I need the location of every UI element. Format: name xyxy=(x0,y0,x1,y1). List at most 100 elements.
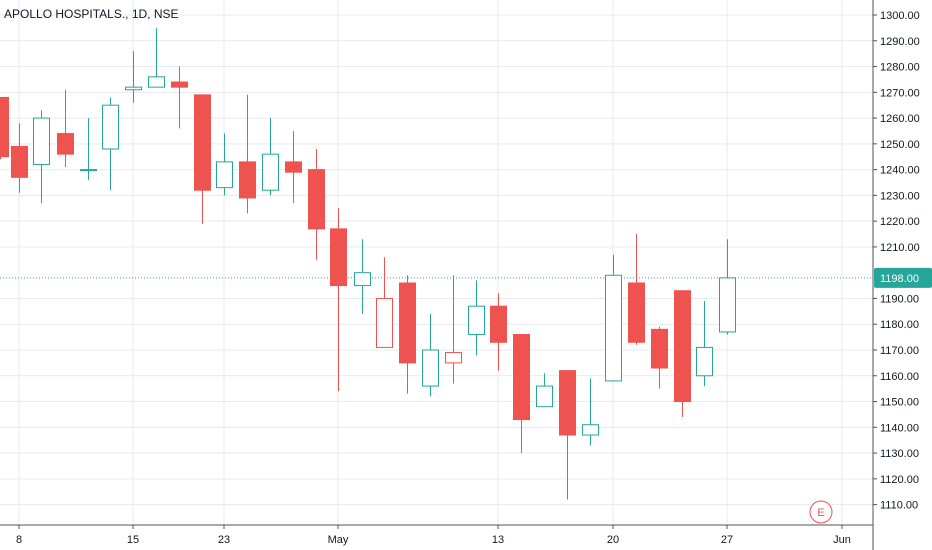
y-tick-label: 1220.00 xyxy=(880,216,920,228)
y-tick-label: 1230.00 xyxy=(880,190,920,202)
y-tick-label: 1210.00 xyxy=(880,242,920,254)
candle[interactable] xyxy=(674,290,691,417)
candle-body xyxy=(216,161,233,189)
candle[interactable] xyxy=(422,313,439,397)
x-tick-label: 8 xyxy=(16,534,22,546)
candle-body xyxy=(605,274,622,382)
candle[interactable] xyxy=(285,130,302,204)
candle[interactable] xyxy=(651,326,668,389)
candle[interactable] xyxy=(171,66,188,129)
candle[interactable] xyxy=(262,118,279,196)
candle[interactable] xyxy=(354,239,371,314)
candle-body xyxy=(80,169,97,172)
candle-body xyxy=(399,282,416,364)
candle[interactable] xyxy=(11,123,28,193)
candle[interactable] xyxy=(445,275,462,384)
x-tick-label: 15 xyxy=(127,534,139,546)
x-tick-label: 20 xyxy=(607,534,619,546)
candle-body xyxy=(651,328,668,369)
candle[interactable] xyxy=(628,234,645,345)
last-price-badge: 1198.00 xyxy=(874,267,932,288)
candle-body xyxy=(194,94,211,191)
candle-body xyxy=(125,86,142,91)
candle-body xyxy=(628,282,645,343)
candle[interactable] xyxy=(696,301,713,387)
y-tick-label: 1160.00 xyxy=(880,371,919,383)
candle[interactable] xyxy=(57,89,74,168)
x-tick-label: Jun xyxy=(833,534,851,546)
candle-body xyxy=(719,277,736,333)
candle-body xyxy=(582,424,599,436)
chart-title: APOLLO HOSPITALS., 1D, NSE xyxy=(4,7,179,21)
candle-body xyxy=(468,305,485,336)
candle[interactable] xyxy=(536,373,553,408)
y-tick-label: 1300.00 xyxy=(880,10,920,22)
candle[interactable] xyxy=(513,334,530,454)
candle[interactable] xyxy=(330,208,347,392)
candle-body xyxy=(102,104,119,150)
earnings-marker-label: E xyxy=(817,507,824,519)
candle-body xyxy=(536,385,553,408)
candle-body xyxy=(239,161,256,199)
y-tick-label: 1280.00 xyxy=(880,62,920,74)
y-tick-label: 1130.00 xyxy=(880,448,919,460)
y-tick-label: 1150.00 xyxy=(880,397,919,409)
y-tick-label: 1260.00 xyxy=(880,113,920,125)
candle[interactable] xyxy=(148,27,165,88)
y-tick-label: 1270.00 xyxy=(880,87,920,99)
candle-body xyxy=(354,272,371,287)
earnings-marker[interactable]: E xyxy=(809,500,833,524)
price-axis: 1300.00 1290.00 1280.00 1270.00 1260.00 1250.… xyxy=(873,10,920,512)
candle[interactable] xyxy=(239,94,256,214)
candle[interactable] xyxy=(308,148,325,260)
candle-body xyxy=(171,81,188,88)
y-tick-label: 1290.00 xyxy=(880,36,920,48)
candle-body xyxy=(11,145,28,178)
candle-body xyxy=(285,161,302,173)
candle-body xyxy=(445,352,462,364)
x-tick-label: 27 xyxy=(721,534,733,546)
candle[interactable] xyxy=(376,257,393,348)
y-tick-label: 1170.00 xyxy=(880,345,919,357)
y-tick-label: 1240.00 xyxy=(880,165,920,177)
candle-body xyxy=(57,133,74,155)
candle-body xyxy=(330,228,347,287)
candle-body xyxy=(696,346,713,377)
candle[interactable] xyxy=(490,293,507,371)
candle[interactable] xyxy=(80,118,97,180)
y-tick-label: 1190.00 xyxy=(880,293,919,305)
candle-body xyxy=(674,290,691,403)
y-tick-label: 1140.00 xyxy=(880,422,919,434)
candle[interactable] xyxy=(468,280,485,356)
candle-layer xyxy=(0,27,736,500)
x-tick-label: May xyxy=(328,534,349,546)
candle[interactable] xyxy=(399,275,416,394)
candle[interactable] xyxy=(559,370,576,500)
candle[interactable] xyxy=(582,378,599,446)
candle[interactable] xyxy=(216,133,233,196)
candle[interactable] xyxy=(33,110,50,204)
y-tick-label: 1110.00 xyxy=(880,500,918,512)
grid-layer xyxy=(0,0,873,525)
candle[interactable] xyxy=(125,51,142,103)
candle[interactable] xyxy=(102,97,119,191)
candle-body xyxy=(0,96,9,158)
time-axis: 8 15 23 May 13 20 27 Jun xyxy=(16,525,851,546)
x-tick-label: 13 xyxy=(492,534,504,546)
x-tick-label: 23 xyxy=(218,534,230,546)
candle-body xyxy=(513,334,530,421)
candle-body xyxy=(33,117,50,165)
candle-body xyxy=(376,297,393,348)
candle-body xyxy=(422,349,439,387)
candle[interactable] xyxy=(0,96,9,160)
candle-body xyxy=(308,169,325,230)
candle-body xyxy=(559,370,576,436)
y-tick-label: 1120.00 xyxy=(880,474,919,486)
candle[interactable] xyxy=(719,239,736,335)
candle[interactable] xyxy=(605,254,622,382)
candle-body xyxy=(490,305,507,343)
candle[interactable] xyxy=(194,94,211,224)
candle-body xyxy=(148,76,165,88)
last-price-label: 1198.00 xyxy=(880,273,919,285)
